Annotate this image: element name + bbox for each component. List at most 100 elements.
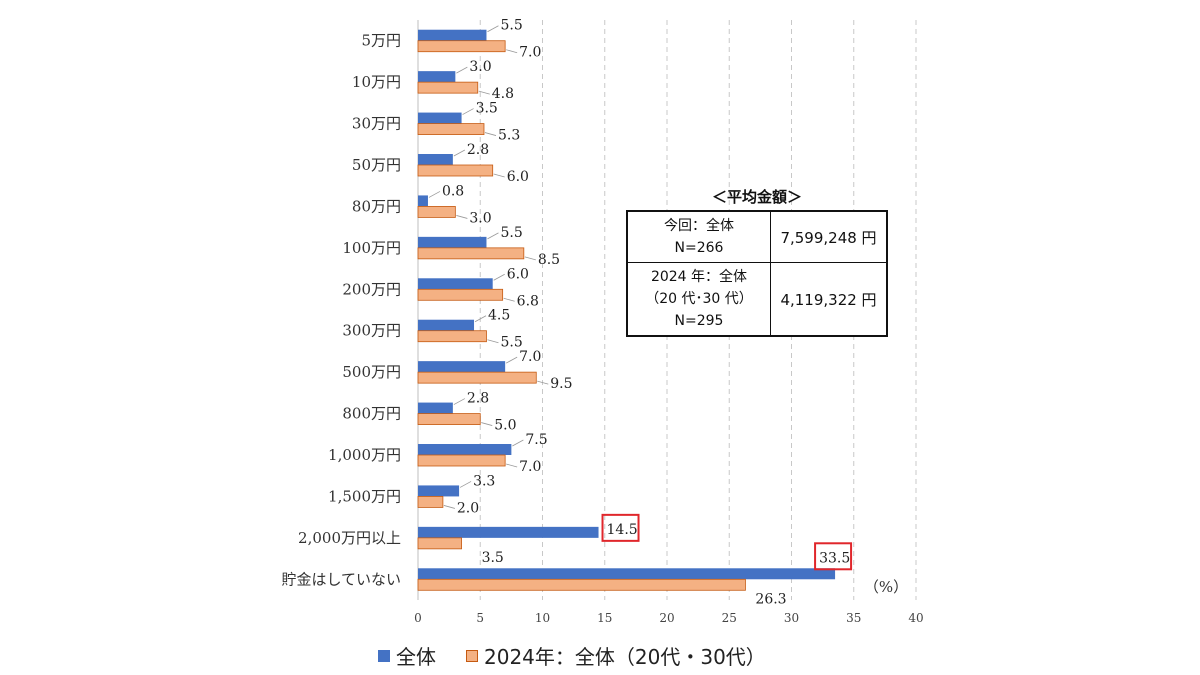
leader-line bbox=[453, 149, 466, 157]
bar-2024 bbox=[417, 247, 525, 260]
data-label-current: 3.0 bbox=[469, 59, 491, 75]
leader-line bbox=[506, 463, 518, 468]
leader-line bbox=[474, 315, 487, 323]
data-label-current: 33.5 bbox=[819, 550, 850, 566]
leader-line bbox=[505, 356, 518, 364]
x-tick-label: 40 bbox=[908, 611, 923, 625]
category-label: 30万円 bbox=[352, 115, 401, 133]
legend-swatch-orange bbox=[466, 649, 478, 662]
highlight-box bbox=[814, 542, 853, 571]
leader-line bbox=[443, 505, 456, 509]
bar-current bbox=[418, 195, 428, 207]
x-tick-label: 30 bbox=[784, 611, 799, 625]
bar-2024 bbox=[417, 496, 444, 508]
data-label-2024: 8.5 bbox=[538, 252, 560, 268]
unit-label: （%） bbox=[864, 578, 908, 596]
bar-current bbox=[418, 485, 460, 497]
x-tick-label: 5 bbox=[476, 611, 484, 625]
leader-line bbox=[456, 215, 468, 219]
category-label: 200万円 bbox=[342, 280, 401, 298]
bar-current bbox=[418, 568, 836, 580]
data-label-current: 4.5 bbox=[488, 308, 510, 324]
data-label-current: 5.5 bbox=[500, 18, 522, 34]
data-label-2024: 7.0 bbox=[519, 459, 541, 475]
bar-2024 bbox=[417, 578, 746, 591]
average-row-label: 2024 年：全体 （20 代･30 代） N=295 bbox=[628, 263, 771, 335]
leader-line bbox=[493, 273, 505, 281]
data-label-2024: 26.3 bbox=[755, 591, 786, 607]
average-row-value: 7,599,248 円 bbox=[780, 228, 877, 247]
average-row-label: 今回：全体 N=266 bbox=[628, 212, 771, 262]
data-label-2024: 5.0 bbox=[494, 418, 516, 434]
data-label-current: 3.3 bbox=[473, 473, 495, 489]
x-tick-label: 25 bbox=[722, 611, 737, 625]
category-label: 1,500万円 bbox=[328, 487, 401, 505]
data-label-2024: 6.0 bbox=[507, 169, 529, 185]
data-label-2024: 9.5 bbox=[550, 376, 572, 392]
bar-2024 bbox=[417, 81, 479, 94]
bar-current bbox=[418, 278, 493, 290]
data-label-current: 6.0 bbox=[507, 266, 529, 282]
category-label: 5万円 bbox=[361, 32, 401, 50]
leader-line bbox=[459, 481, 472, 488]
data-label-2024: 4.8 bbox=[492, 86, 514, 102]
bar-current bbox=[418, 402, 453, 414]
leader-line bbox=[493, 173, 505, 178]
leader-line bbox=[456, 66, 468, 74]
bar-2024 bbox=[417, 413, 481, 425]
bar-current bbox=[418, 319, 475, 331]
x-tick-label: 15 bbox=[597, 611, 612, 625]
data-label-current: 3.5 bbox=[476, 101, 498, 117]
bar-current bbox=[418, 236, 487, 248]
average-box-title: ＜平均金額＞ bbox=[711, 188, 802, 206]
bar-2024 bbox=[417, 330, 487, 343]
leader-line bbox=[462, 108, 474, 115]
data-label-2024: 3.5 bbox=[482, 550, 504, 566]
bar-current bbox=[418, 71, 456, 83]
bar-current bbox=[418, 526, 599, 538]
legend-item-2024: 2024年：全体（20代・30代） bbox=[466, 641, 766, 670]
leader-line bbox=[453, 398, 466, 405]
data-label-2024: 7.0 bbox=[519, 45, 541, 61]
bar-current bbox=[418, 361, 506, 373]
category-label: 50万円 bbox=[352, 156, 401, 174]
data-label-current: 14.5 bbox=[607, 522, 638, 538]
category-label: 10万円 bbox=[352, 73, 401, 91]
data-label-2024: 3.0 bbox=[469, 210, 491, 226]
leader-line bbox=[537, 380, 549, 385]
bar-2024 bbox=[417, 123, 485, 135]
average-row-current: 今回：全体 N=266 7,599,248 円 bbox=[628, 212, 886, 262]
bar-current bbox=[418, 29, 487, 41]
leader-line bbox=[524, 256, 536, 261]
leader-line bbox=[484, 132, 497, 136]
leader-line bbox=[506, 49, 518, 54]
leader-line bbox=[487, 339, 499, 344]
leader-line bbox=[478, 90, 490, 95]
bar-current bbox=[418, 112, 462, 124]
data-label-2024: 5.3 bbox=[498, 128, 520, 144]
category-label: 500万円 bbox=[342, 363, 401, 381]
category-label: 1,000万円 bbox=[328, 446, 401, 464]
data-label-current: 0.8 bbox=[442, 183, 464, 199]
legend-label: 2024年：全体（20代・30代） bbox=[484, 645, 766, 669]
category-label: 100万円 bbox=[342, 239, 401, 257]
x-tick-label: 0 bbox=[414, 611, 422, 625]
average-row-value: 4,119,322 円 bbox=[780, 290, 877, 309]
average-row-label-line: 2024 年：全体 bbox=[650, 269, 748, 285]
x-tick-label: 35 bbox=[846, 611, 861, 625]
average-row-label-line: N=295 bbox=[674, 313, 724, 329]
bar-2024 bbox=[417, 206, 456, 218]
legend-swatch-blue bbox=[378, 649, 390, 662]
category-label: 2,000万円以上 bbox=[298, 529, 401, 547]
category-label: 80万円 bbox=[352, 197, 401, 215]
data-label-2024: 2.0 bbox=[457, 500, 479, 516]
average-amount-box: ＜平均金額＞ 今回：全体 N=266 7,599,248 円 2024 年：全体… bbox=[626, 186, 888, 337]
leader-line bbox=[428, 191, 441, 198]
legend-item-current: 全体 bbox=[378, 641, 436, 670]
bar-2024 bbox=[417, 537, 462, 550]
leader-line bbox=[503, 297, 515, 302]
leader-line bbox=[487, 232, 499, 240]
data-label-current: 2.8 bbox=[467, 142, 489, 158]
leader-line bbox=[481, 422, 493, 426]
